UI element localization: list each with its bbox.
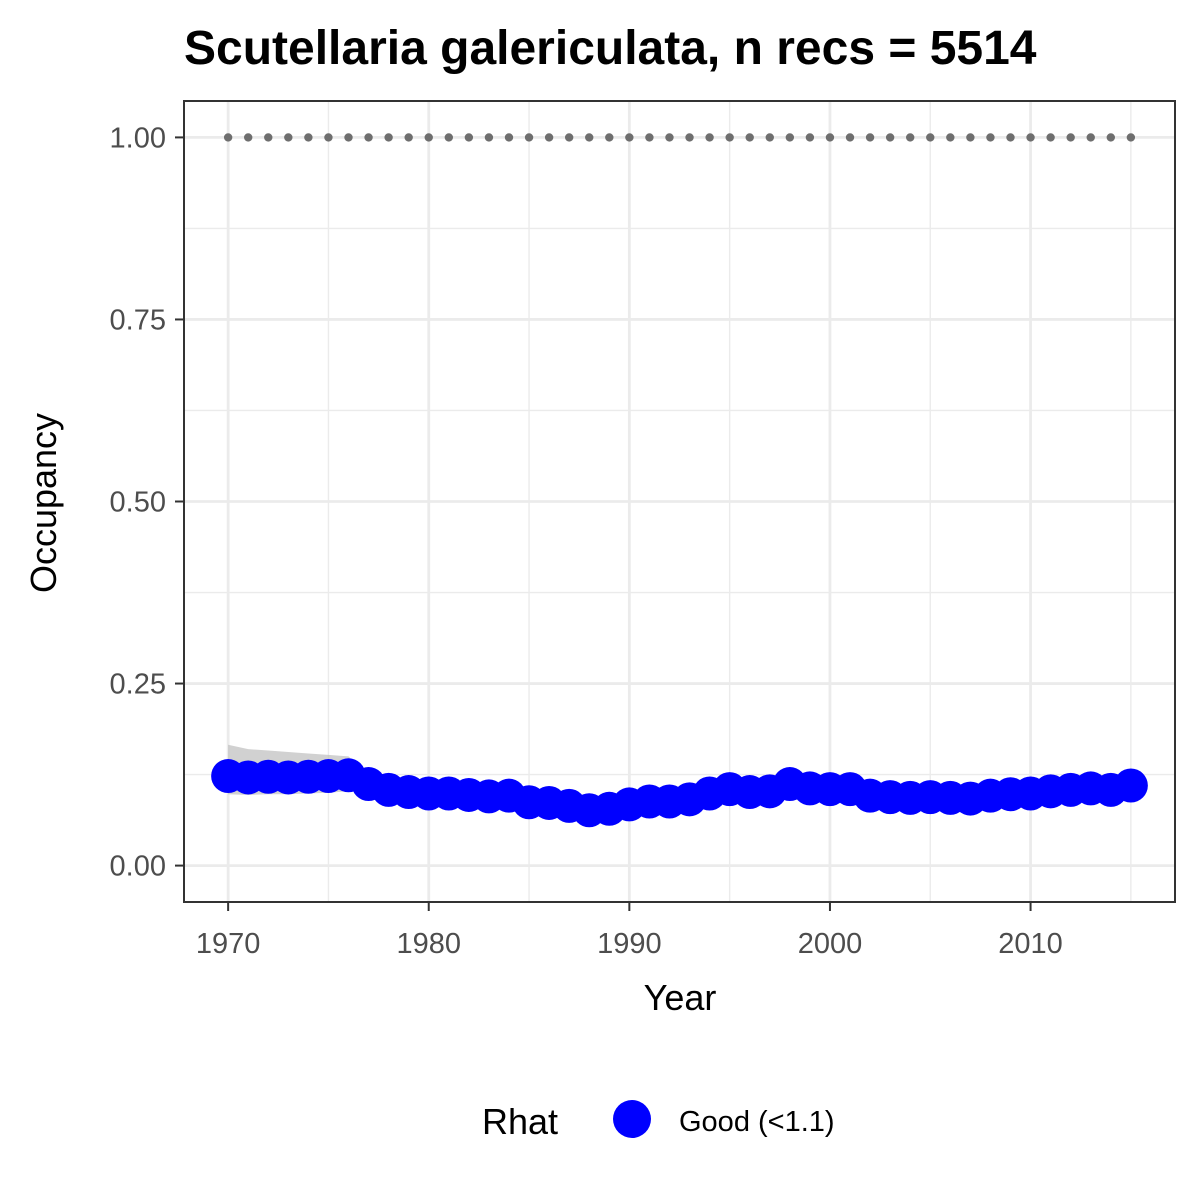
x-tick-label: 2000 — [798, 928, 863, 960]
reference-dot — [745, 133, 754, 142]
occupancy-point — [1113, 768, 1148, 803]
reference-dot — [785, 133, 795, 142]
reference-dot — [705, 133, 714, 142]
reference-dot — [1026, 133, 1035, 142]
reference-dot — [1006, 133, 1015, 142]
reference-dot — [905, 133, 915, 142]
reference-dot — [805, 133, 815, 142]
reference-dot — [825, 133, 835, 142]
legend-title: Rhat — [482, 1101, 558, 1142]
reference-dot — [926, 133, 935, 142]
reference-dot — [1106, 133, 1116, 142]
reference-dot — [946, 133, 955, 142]
reference-dot — [605, 133, 614, 142]
reference-dots — [223, 133, 1136, 142]
y-axis: 0.00 0.25 0.50 0.75 1.00 — [110, 122, 184, 883]
reference-dot — [404, 133, 413, 142]
reference-dot — [243, 133, 253, 142]
reference-dot — [665, 133, 674, 142]
legend: Rhat Good (<1.1) — [482, 1100, 835, 1142]
reference-dot — [725, 133, 734, 142]
reference-dot — [304, 133, 313, 142]
reference-dot — [865, 133, 875, 142]
reference-dot — [765, 133, 774, 142]
x-tick-label: 2010 — [998, 928, 1063, 960]
legend-key-good — [613, 1100, 651, 1138]
reference-dot — [564, 133, 574, 142]
reference-dot — [524, 133, 534, 142]
reference-dot — [885, 133, 895, 142]
reference-dot — [585, 133, 594, 142]
reference-dot — [685, 133, 694, 142]
reference-dot — [384, 133, 393, 142]
reference-dot — [966, 133, 975, 142]
reference-dot — [264, 133, 273, 142]
y-tick-label: 0.50 — [110, 487, 166, 519]
y-tick-label: 0.25 — [110, 669, 166, 701]
reference-dot — [444, 133, 454, 142]
y-axis-title: Occupancy — [23, 413, 64, 593]
reference-dot — [504, 133, 514, 142]
reference-dot — [845, 133, 855, 142]
y-tick-label: 0.75 — [110, 304, 166, 336]
occupancy-points — [211, 758, 1148, 828]
x-tick-label: 1990 — [597, 928, 662, 960]
reference-dot — [645, 133, 654, 142]
reference-dot — [1066, 133, 1075, 142]
reference-dot — [344, 133, 353, 142]
reference-dot — [1126, 133, 1136, 142]
x-tick-label: 1970 — [196, 928, 261, 960]
reference-dot — [625, 133, 634, 142]
x-axis-title: Year — [644, 977, 717, 1018]
reference-dot — [1046, 133, 1055, 142]
reference-dot — [324, 133, 333, 142]
reference-dot — [424, 133, 433, 142]
reference-dot — [464, 133, 474, 142]
reference-dot — [223, 133, 233, 142]
reference-dot — [544, 133, 554, 142]
reference-dot — [484, 133, 494, 142]
reference-dot — [364, 133, 373, 142]
y-tick-label: 0.00 — [110, 851, 166, 883]
legend-label-good: Good (<1.1) — [679, 1106, 835, 1138]
reference-dot — [986, 133, 995, 142]
reference-dot — [1086, 133, 1095, 142]
reference-dot — [284, 133, 293, 142]
y-tick-label: 1.00 — [110, 122, 166, 154]
chart-title: Scutellaria galericulata, n recs = 5514 — [184, 22, 1037, 75]
plot-panel — [183, 100, 1176, 903]
x-tick-label: 1980 — [396, 928, 461, 960]
x-axis: 1970 1980 1990 2000 2010 — [196, 902, 1063, 960]
